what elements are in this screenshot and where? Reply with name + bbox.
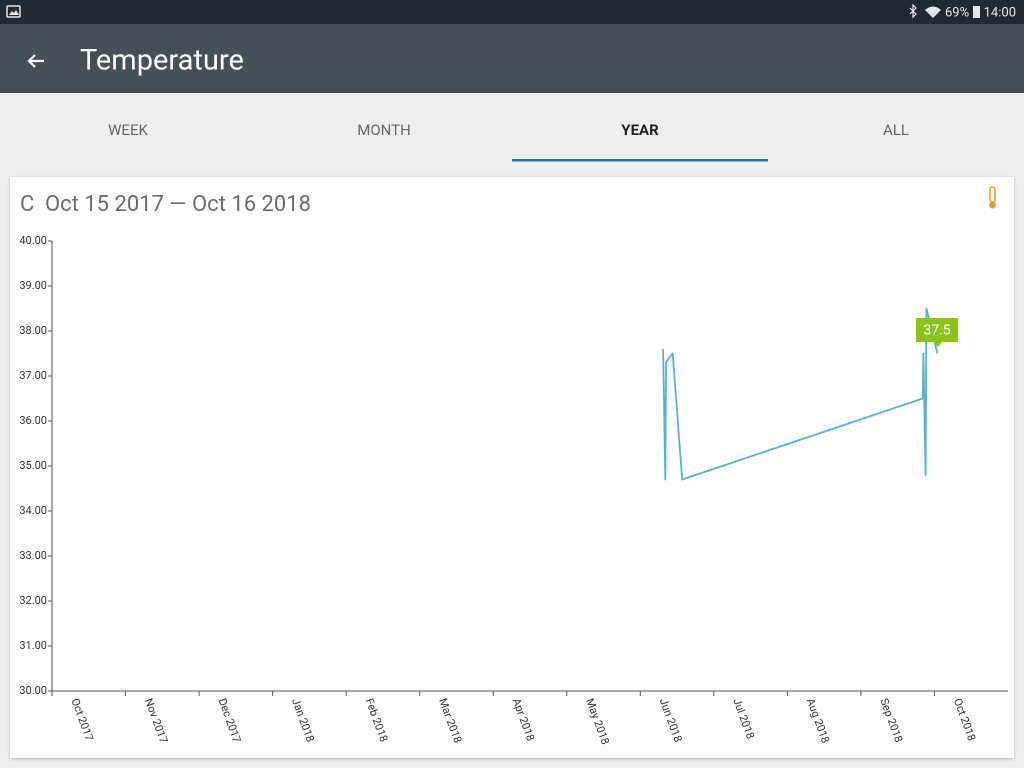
tooltip-pointer	[934, 342, 942, 347]
clock: 14:00	[984, 5, 1016, 20]
y-tick-label: 34.00	[19, 504, 47, 517]
y-tick-label: 35.00	[19, 459, 47, 472]
thermometer-icon[interactable]	[989, 186, 996, 209]
unit-label: C	[20, 192, 34, 217]
tab-indicator	[512, 159, 768, 162]
y-tick-label: 39.00	[19, 279, 47, 292]
tooltip-label: 37.5	[923, 323, 950, 339]
tab[interactable]: YEAR	[512, 121, 768, 162]
tab-label[interactable]: ALL	[883, 121, 909, 139]
date-range: Oct 15 2017 — Oct 16 2018	[45, 192, 311, 217]
app-title: Temperature	[80, 44, 244, 78]
back-arrow[interactable]	[27, 54, 44, 68]
tab[interactable]: WEEK	[108, 121, 148, 139]
battery-percent: 69%	[945, 5, 969, 20]
back-button[interactable]	[27, 54, 44, 68]
y-tick-label: 40.00	[19, 234, 47, 247]
data-line	[662, 307, 939, 481]
tab-bar: WEEK MONTH YEAR ALL	[0, 93, 1024, 163]
y-tick-label: 36.00	[19, 414, 47, 427]
tooltip: 37.5	[916, 318, 958, 347]
thermometer-bulb[interactable]	[989, 201, 996, 209]
tab-label[interactable]: MONTH	[357, 121, 411, 139]
bluetooth-icon	[909, 3, 917, 19]
tab[interactable]: MONTH	[357, 121, 411, 139]
status-bar	[0, 0, 1024, 24]
y-tick-label: 38.00	[19, 324, 47, 337]
tab-label[interactable]: WEEK	[108, 121, 148, 139]
y-tick-label: 31.00	[19, 639, 47, 652]
tab-label[interactable]: YEAR	[621, 121, 659, 139]
y-tick-label: 33.00	[19, 549, 47, 562]
wifi-icon	[925, 6, 941, 18]
gallery-icon	[6, 5, 21, 18]
tooltip-box	[916, 318, 958, 342]
y-tick-label: 30.00	[19, 684, 47, 697]
battery-icon	[973, 6, 980, 18]
tab[interactable]: ALL	[883, 121, 909, 139]
gallery-icon-shape	[9, 10, 19, 15]
chart-card	[10, 177, 1014, 758]
tab-bar-bg	[0, 93, 1024, 163]
y-tick-label: 32.00	[19, 594, 47, 607]
app-bar	[0, 24, 1024, 93]
y-tick-label: 37.00	[19, 369, 47, 382]
